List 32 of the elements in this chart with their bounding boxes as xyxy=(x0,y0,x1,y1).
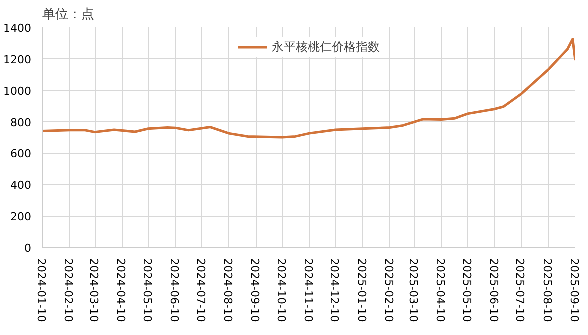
x-tick-label: 2024-07-10 xyxy=(194,258,208,322)
x-tick-label: 2024-05-10 xyxy=(140,258,154,322)
y-tick-label: 400 xyxy=(10,179,32,192)
y-tick-label: 0 xyxy=(24,242,32,255)
x-tick-label: 2024-02-10 xyxy=(62,258,76,322)
x-tick-label: 2024-12-10 xyxy=(328,258,342,322)
line-series xyxy=(42,38,576,139)
x-tick-label: 2024-10-10 xyxy=(274,258,288,322)
x-tick-label: 2024-09-10 xyxy=(248,258,262,322)
y-tick-label: 1200 xyxy=(4,53,32,66)
x-tick-label: 2024-11-10 xyxy=(302,258,315,322)
x-tick-label: 2024-01-10 xyxy=(35,258,48,322)
x-tick-label: 2025-03-10 xyxy=(406,258,420,322)
x-tick-label: 2025-08-10 xyxy=(540,258,554,322)
y-tick-label: 600 xyxy=(10,148,32,161)
x-tick-label: 2025-05-10 xyxy=(460,258,474,322)
y-tick-label: 800 xyxy=(10,116,32,130)
x-tick-label: 2024-06-10 xyxy=(168,258,182,322)
x-tick-label: 2025-01-10 xyxy=(355,258,368,322)
y-axis-title: 单位：点 xyxy=(42,8,94,22)
y-tick-label: 200 xyxy=(10,210,32,224)
x-tick-label: 2024-04-10 xyxy=(114,258,128,322)
y-tick-label: 1000 xyxy=(4,84,32,98)
legend-label: 永平核桃仁价格指数 xyxy=(272,38,380,56)
x-tick-label: 2025-06-10 xyxy=(487,258,500,322)
x-tick-label: 2025-04-10 xyxy=(434,258,448,322)
x-tick-label: 2024-03-10 xyxy=(88,258,101,322)
x-tick-label: 2025-07-10 xyxy=(514,258,527,322)
x-tick-label: 2024-08-10 xyxy=(221,258,234,322)
x-tick-label: 2025-02-10 xyxy=(382,258,396,322)
x-tick-label: 2025-09-10 xyxy=(568,258,581,322)
y-tick-label: 1400 xyxy=(4,22,32,35)
